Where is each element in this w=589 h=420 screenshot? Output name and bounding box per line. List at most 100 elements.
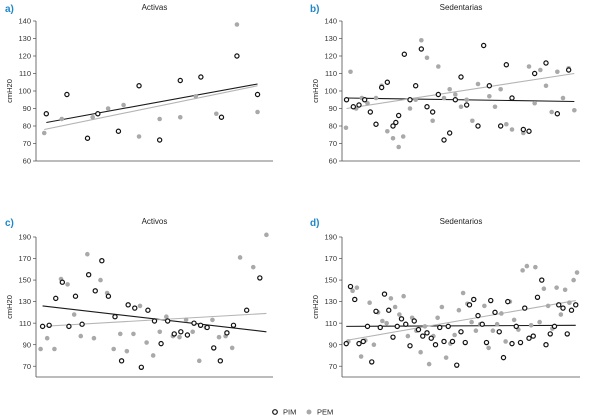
pim-point xyxy=(543,341,549,348)
pem-point xyxy=(358,354,364,359)
pem-point xyxy=(526,64,532,69)
pim-point xyxy=(118,358,125,364)
pim-point xyxy=(486,83,493,89)
pim-point xyxy=(496,329,502,335)
pim-point xyxy=(178,329,184,335)
pim-point xyxy=(547,331,553,337)
pim-point xyxy=(424,330,430,336)
pim-point xyxy=(441,338,447,345)
pem-point xyxy=(572,107,577,113)
pim-point xyxy=(125,302,131,308)
pim-point xyxy=(543,60,549,66)
legend-pem-label: PEM xyxy=(317,408,333,417)
pem-point xyxy=(343,125,349,131)
pim-point xyxy=(356,102,362,108)
pem-point xyxy=(250,264,256,270)
pim-point xyxy=(454,362,460,368)
pem-point xyxy=(447,86,452,92)
pim-point xyxy=(462,339,468,346)
pem-point xyxy=(367,300,372,305)
y-tick-label: 170 xyxy=(324,254,337,263)
pim-point xyxy=(568,307,575,313)
pim-point xyxy=(350,104,357,110)
pem-point xyxy=(392,304,398,310)
pem-point xyxy=(98,277,103,283)
panel-title: Sedentarios xyxy=(440,217,483,226)
pim-point xyxy=(43,111,50,117)
pim-point xyxy=(429,109,436,115)
pim-point xyxy=(492,309,498,316)
pem-point xyxy=(498,86,503,92)
pem-point xyxy=(371,342,377,347)
pim-point xyxy=(361,97,368,103)
pim-point xyxy=(463,102,470,108)
pem-point xyxy=(528,323,534,328)
y-axis-label: cmH20 xyxy=(5,79,14,103)
y-tick-label: 80 xyxy=(23,122,31,131)
pem-point xyxy=(384,320,389,326)
trendline-pim xyxy=(346,324,576,327)
pim-point xyxy=(53,295,59,302)
y-tick-label: 150 xyxy=(324,276,337,285)
pim-point xyxy=(171,331,177,337)
trendline-pem xyxy=(346,299,576,341)
y-tick-label: 130 xyxy=(18,34,31,43)
pem-point xyxy=(124,348,130,354)
pem-point xyxy=(350,288,355,294)
trendline-pem xyxy=(44,85,258,131)
y-tick-label: 90 xyxy=(329,340,337,349)
pem-point xyxy=(473,328,479,333)
y-tick-label: 110 xyxy=(325,319,337,328)
pim-point xyxy=(428,335,434,341)
pem-point xyxy=(422,324,428,329)
y-tick-label: 100 xyxy=(18,87,31,96)
pem-point xyxy=(430,118,435,124)
pem-point xyxy=(504,121,509,127)
pim-point xyxy=(526,335,532,341)
pim-point xyxy=(475,123,481,129)
pim-point xyxy=(191,320,197,326)
y-tick-label: 120 xyxy=(18,52,31,61)
pem-point xyxy=(503,339,508,344)
pem-point xyxy=(439,304,445,310)
pem-point xyxy=(509,127,515,132)
pim-point xyxy=(415,326,422,333)
y-tick-label: 70 xyxy=(23,139,31,148)
pem-point xyxy=(486,345,491,351)
pim-point xyxy=(565,67,572,73)
pim-point xyxy=(224,330,230,336)
pem-point xyxy=(193,93,199,99)
pem-point xyxy=(435,315,440,321)
y-tick-label: 70 xyxy=(23,362,31,371)
panel-4: d) Sedentarios cmH20 70 90 110 130 150 170 190 xyxy=(310,217,580,378)
pim-point xyxy=(360,338,366,345)
trendline-pem xyxy=(346,72,575,110)
pem-point xyxy=(255,109,260,115)
pim-point xyxy=(79,321,85,327)
pim-point xyxy=(136,83,142,89)
pem-point xyxy=(216,334,222,340)
pem-point xyxy=(532,100,537,106)
pem-point xyxy=(136,134,142,139)
pem-point xyxy=(470,118,475,124)
panel-3: c) Activos cmH20 70 90 110 130 150 170 190 xyxy=(5,217,273,378)
pim-point xyxy=(509,340,515,347)
pim-point xyxy=(403,321,409,327)
pem-point xyxy=(390,135,396,141)
pim-point xyxy=(539,277,545,283)
pem-point xyxy=(571,277,576,283)
pem-point xyxy=(85,251,90,257)
pem-point xyxy=(436,64,441,69)
legend-pem-marker xyxy=(306,409,312,415)
pim-point xyxy=(483,339,490,346)
pem-point xyxy=(537,319,542,325)
pim-point xyxy=(95,111,101,117)
pim-point xyxy=(138,364,145,371)
pem-point xyxy=(91,335,97,341)
pem-point xyxy=(554,285,559,290)
pem-point xyxy=(105,106,111,111)
pim-point xyxy=(373,121,379,127)
pim-point xyxy=(407,97,413,103)
pem-point xyxy=(41,130,47,136)
pem-point xyxy=(157,116,162,122)
